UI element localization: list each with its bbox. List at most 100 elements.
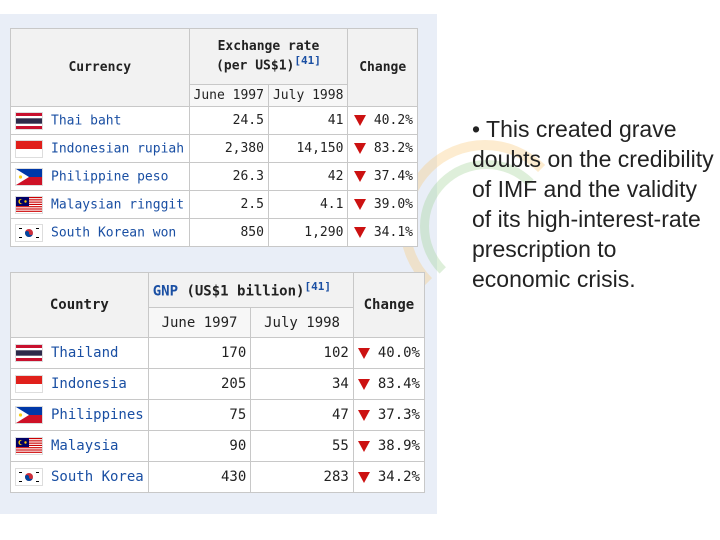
indonesia-flag [15, 375, 43, 393]
change-header: Change [347, 28, 418, 107]
table-row: Thailand 170 102 40.0% [10, 337, 426, 369]
country-cell: Malaysia [10, 430, 149, 462]
table-row: Thai baht 24.5 41 40.2% [10, 106, 418, 135]
indonesia-flag [15, 139, 43, 158]
july-1998-header: July 1998 [267, 84, 349, 107]
june-1997-value: 2,380 [188, 134, 269, 163]
country-name-link[interactable]: Thai baht [51, 113, 122, 128]
malaysia-flag [15, 437, 43, 455]
july-1998-value: 283 [250, 461, 354, 493]
country-cell: Thai baht [10, 106, 190, 135]
country-name-link[interactable]: South Korean won [51, 225, 177, 240]
june-1997-value: 850 [188, 218, 269, 247]
exchange-rate-header: Exchange rate (per US$1)[41] [188, 28, 349, 85]
table-row: Philippine peso 26.3 42 37.4% [10, 162, 418, 191]
july-1998-value: 34 [250, 368, 354, 400]
rainbow-decoration-inner [420, 160, 553, 293]
gnp-header-unit: (US$1 billion) [178, 283, 305, 300]
country-cell: South Korean won [10, 218, 190, 247]
table-row: Malaysian ringgit 2.5 4.1 39.0% [10, 190, 418, 219]
country-name-link[interactable]: South Korea [51, 469, 144, 485]
july-1998-value: 42 [267, 162, 349, 191]
reference-link[interactable]: [41] [304, 280, 331, 294]
country-name-link[interactable]: Malaysia [51, 438, 119, 454]
june-1997-value: 170 [147, 337, 252, 369]
country-cell: South Korea [10, 461, 149, 493]
country-name-link[interactable]: Indonesia [51, 376, 127, 392]
july-1998-value: 41 [267, 106, 349, 135]
country-name-link[interactable]: Malaysian ringgit [51, 197, 185, 212]
july-1998-header: July 1998 [250, 307, 354, 338]
june-1997-value: 205 [147, 368, 252, 400]
june-1997-value: 24.5 [188, 106, 269, 135]
change-cell: 34.1% [347, 218, 418, 247]
table-row: South Korea 430 283 34.2% [10, 461, 426, 493]
change-cell: 37.3% [352, 399, 426, 431]
country-cell: Philippine peso [10, 162, 190, 191]
table-row: Philippines 75 47 37.3% [10, 399, 426, 431]
philippines-flag [15, 406, 43, 424]
june-1997-value: 2.5 [188, 190, 269, 219]
decrease-arrow-icon [353, 143, 366, 154]
june-1997-value: 26.3 [188, 162, 269, 191]
country-cell: Indonesian rupiah [10, 134, 190, 163]
decrease-arrow-icon [357, 378, 370, 390]
country-name-link[interactable]: Philippine peso [51, 169, 169, 184]
thailand-flag [15, 344, 43, 362]
decrease-arrow-icon [357, 409, 370, 421]
bullet-text: • This created grave doubts on the credi… [472, 116, 714, 292]
change-value: 83.2% [373, 141, 413, 156]
exchange-rate-header-line1: Exchange rate [217, 39, 320, 55]
country-cell: Thailand [10, 337, 149, 369]
change-cell: 40.2% [347, 106, 418, 135]
south-korea-flag [15, 468, 43, 486]
malaysia-flag [15, 195, 43, 214]
decrease-arrow-icon [353, 115, 366, 126]
change-value: 37.3% [377, 407, 420, 423]
change-value: 34.2% [377, 469, 420, 485]
exchange-rate-header-line2: (per US$1) [216, 58, 295, 74]
south-korea-flag [15, 223, 43, 242]
philippines-flag [15, 167, 43, 186]
change-value: 38.9% [377, 438, 420, 454]
july-1998-value: 55 [250, 430, 354, 462]
decrease-arrow-icon [353, 171, 366, 182]
change-value: 83.4% [377, 376, 420, 392]
country-cell: Philippines [10, 399, 149, 431]
june-1997-header: June 1997 [147, 307, 252, 338]
country-header: Country [10, 272, 149, 338]
change-cell: 39.0% [347, 190, 418, 219]
reference-link[interactable]: [41] [294, 54, 321, 68]
change-value: 40.0% [377, 345, 420, 361]
july-1998-value: 1,290 [267, 218, 349, 247]
decrease-arrow-icon [357, 471, 370, 483]
change-cell: 83.2% [347, 134, 418, 163]
change-value: 37.4% [373, 169, 413, 184]
june-1997-value: 75 [147, 399, 252, 431]
june-1997-header: June 1997 [188, 84, 269, 107]
change-cell: 83.4% [352, 368, 426, 400]
gnp-link[interactable]: GNP [152, 283, 179, 300]
decrease-arrow-icon [357, 440, 370, 452]
change-cell: 40.0% [352, 337, 426, 369]
country-name-link[interactable]: Indonesian rupiah [51, 141, 185, 156]
july-1998-value: 102 [250, 337, 354, 369]
country-cell: Indonesia [10, 368, 149, 400]
change-cell: 38.9% [352, 430, 426, 462]
gnp-table: Country GNP (US$1 billion)[41] Change Ju… [10, 272, 426, 493]
table-row: South Korean won 850 1,290 34.1% [10, 218, 418, 247]
thailand-flag [15, 111, 43, 130]
table-row: Malaysia 90 55 38.9% [10, 430, 426, 462]
gnp-header: GNP (US$1 billion)[41] [147, 272, 354, 308]
table-row: Indonesia 205 34 83.4% [10, 368, 426, 400]
exchange-rate-table: Currency Exchange rate (per US$1)[41] Ch… [10, 28, 418, 247]
decrease-arrow-icon [357, 347, 370, 359]
change-cell: 37.4% [347, 162, 418, 191]
change-cell: 34.2% [352, 461, 426, 493]
currency-header: Currency [10, 28, 190, 107]
change-header: Change [352, 272, 426, 338]
country-name-link[interactable]: Philippines [51, 407, 144, 423]
country-name-link[interactable]: Thailand [51, 345, 119, 361]
june-1997-value: 430 [147, 461, 252, 493]
june-1997-value: 90 [147, 430, 252, 462]
